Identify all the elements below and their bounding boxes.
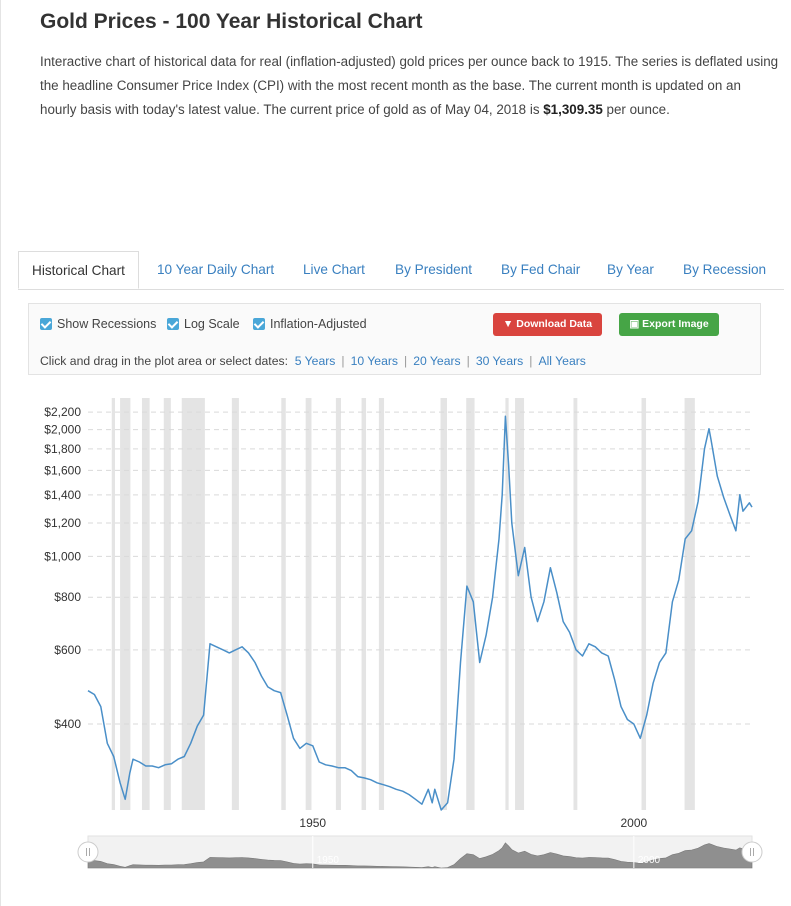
show-recessions-label: Show Recessions bbox=[57, 317, 157, 331]
navigator-label: 2000 bbox=[638, 855, 661, 866]
current-price: $1,309.35 bbox=[543, 102, 603, 117]
recession-band bbox=[305, 398, 312, 810]
gold-price-chart[interactable]: $400 $600 $800 $1,000 $1,200 $1,400 $1,600 $1,8… bbox=[0, 390, 791, 880]
recession-band bbox=[181, 398, 205, 810]
x-tick-label: 1950 bbox=[299, 816, 326, 830]
y-tick-label: $1,000 bbox=[44, 549, 81, 563]
chart-tabs: Historical Chart 10 Year Daily Chart Liv… bbox=[18, 251, 784, 290]
range-20-years-link[interactable]: 20 Years bbox=[413, 354, 461, 368]
recession-band bbox=[111, 398, 115, 810]
y-tick-label: $1,800 bbox=[44, 442, 81, 456]
range-10-years-link[interactable]: 10 Years bbox=[350, 354, 399, 368]
navigator-right-handle[interactable] bbox=[741, 841, 763, 863]
export-image-label: Export Image bbox=[642, 318, 709, 330]
chart-controls: Show Recessions Log Scale Inflation-Adju… bbox=[28, 303, 761, 375]
page-title: Gold Prices - 100 Year Historical Chart bbox=[40, 10, 423, 33]
y-tick-label: $1,600 bbox=[44, 463, 81, 477]
tab-live-chart[interactable]: Live Chart bbox=[303, 262, 365, 277]
tab-by-president[interactable]: By President bbox=[395, 262, 473, 277]
recession-band bbox=[440, 398, 447, 810]
y-tick-label: $2,200 bbox=[44, 405, 81, 419]
range-5-years-link[interactable]: 5 Years bbox=[294, 354, 336, 368]
recession-band bbox=[515, 398, 525, 810]
recession-band bbox=[684, 398, 695, 810]
recession-band bbox=[120, 398, 131, 810]
tab-by-recession[interactable]: By Recession bbox=[683, 262, 767, 277]
navigator-series bbox=[87, 842, 753, 869]
checkbox-checked-icon bbox=[253, 318, 265, 330]
date-range-selector: Click and drag in the plot area or selec… bbox=[40, 354, 586, 368]
recession-band bbox=[573, 398, 578, 810]
show-recessions-checkbox[interactable]: Show Recessions bbox=[40, 317, 156, 331]
image-icon: ▣ bbox=[629, 318, 640, 330]
export-image-button[interactable]: ▣ Export Image bbox=[619, 313, 719, 336]
download-icon: ▼ bbox=[502, 318, 514, 330]
inflation-adjusted-label: Inflation-Adjusted bbox=[270, 317, 367, 331]
recession-band bbox=[361, 398, 367, 810]
intro-text: Interactive chart of historical data for… bbox=[40, 54, 779, 117]
tab-historical-chart[interactable]: Historical Chart bbox=[18, 251, 139, 289]
range-prompt: Click and drag in the plot area or selec… bbox=[40, 354, 288, 368]
range-30-years-link[interactable]: 30 Years bbox=[475, 354, 524, 368]
recession-band bbox=[335, 398, 342, 810]
recession-band bbox=[141, 398, 150, 810]
navigator-label: 1950 bbox=[317, 855, 340, 866]
page-border bbox=[0, 0, 1, 906]
navigator-left-handle[interactable] bbox=[77, 841, 99, 863]
intro-suffix: per ounce. bbox=[602, 102, 670, 117]
y-tick-label: $1,400 bbox=[44, 488, 81, 502]
y-tick-label: $800 bbox=[54, 590, 81, 604]
recession-band bbox=[378, 398, 385, 810]
checkbox-checked-icon bbox=[167, 318, 179, 330]
checkbox-checked-icon bbox=[40, 318, 52, 330]
tab-10-year-daily-chart[interactable]: 10 Year Daily Chart bbox=[157, 262, 275, 277]
recession-band bbox=[281, 398, 286, 810]
log-scale-checkbox[interactable]: Log Scale bbox=[167, 317, 240, 331]
recession-band bbox=[163, 398, 171, 810]
separator: | bbox=[466, 354, 470, 368]
inflation-adjusted-checkbox[interactable]: Inflation-Adjusted bbox=[253, 317, 367, 331]
y-tick-label: $2,000 bbox=[44, 423, 81, 437]
download-data-label: Download Data bbox=[516, 318, 593, 330]
separator: | bbox=[529, 354, 533, 368]
y-tick-label: $400 bbox=[54, 717, 81, 731]
download-data-button[interactable]: ▼ Download Data bbox=[493, 313, 602, 336]
tab-by-year[interactable]: By Year bbox=[607, 262, 654, 277]
x-tick-label: 2000 bbox=[620, 816, 647, 830]
y-tick-label: $1,200 bbox=[44, 516, 81, 530]
recession-band bbox=[505, 398, 509, 810]
gold-price-line bbox=[87, 415, 753, 811]
recession-band bbox=[231, 398, 239, 810]
recession-band bbox=[641, 398, 647, 810]
log-scale-label: Log Scale bbox=[184, 317, 240, 331]
intro-paragraph: Interactive chart of historical data for… bbox=[40, 50, 780, 122]
recession-band bbox=[466, 398, 475, 810]
tab-by-fed-chair[interactable]: By Fed Chair bbox=[501, 262, 581, 277]
range-all-years-link[interactable]: All Years bbox=[538, 354, 586, 368]
y-tick-label: $600 bbox=[54, 643, 81, 657]
separator: | bbox=[404, 354, 408, 368]
separator: | bbox=[341, 354, 345, 368]
